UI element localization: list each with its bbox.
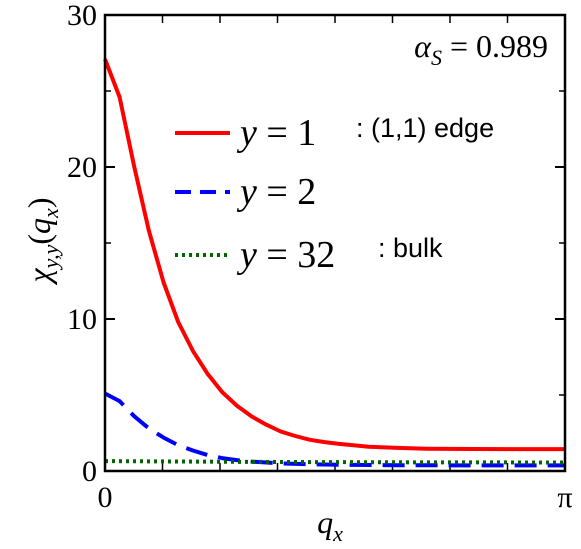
x-label-sub: x [332,521,343,546]
y-axis-label: χy,y(qx) [21,198,63,286]
alpha-annotation: αS = 0.989 [414,28,548,70]
x-axis-label: qx [317,504,343,546]
legend: y = 1 : (1,1) edge y = 2 y = 32 : bulk [175,112,494,276]
legend-note-y1: : (1,1) edge [356,113,494,143]
y-label-chi: χ [21,267,57,285]
legend-note-y32: : bulk [378,233,443,263]
x-tick-label: π [557,481,572,514]
series-line-2 [104,459,566,465]
plot-frame [103,13,567,473]
y-tick-label: 30 [67,0,97,32]
legend-label-y32: y = 32 [236,234,335,276]
y-tick-label: 10 [67,303,97,336]
alpha-rest: = 0.989 [442,28,548,64]
alpha-symbol: α [414,28,432,64]
alpha-sub: S [431,45,442,70]
y-tick-label: 0 [82,455,97,488]
y-label-q: q [21,218,57,234]
y-label-close: ) [21,198,57,209]
y-label-open: ( [21,234,57,245]
legend-label-y1: y = 1 [236,112,316,154]
x-label-q: q [317,504,333,540]
series-line-1 [104,391,565,468]
x-tick-label: 0 [98,481,113,514]
y-label-chi-sub: y,y [38,244,63,270]
series-line-0 [103,58,565,452]
y-label-q-sub: x [38,208,63,219]
y-tick-label: 20 [67,151,97,184]
legend-label-y2: y = 2 [236,171,316,213]
